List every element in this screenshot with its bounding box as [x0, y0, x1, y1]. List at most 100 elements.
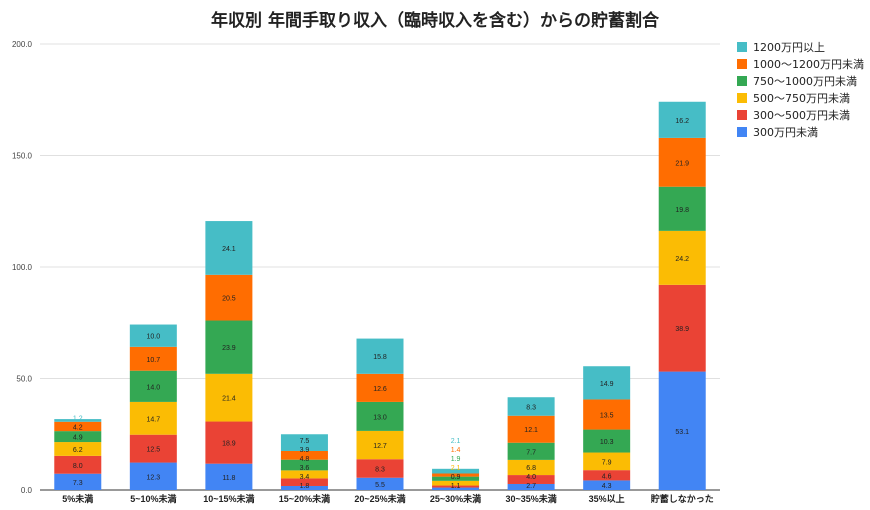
bar-segment: [280, 478, 328, 486]
bar-segment: [583, 366, 631, 400]
bar-segment: [205, 463, 253, 490]
bar-segment: [129, 462, 177, 490]
bar-segment: [507, 459, 555, 476]
bar-segment: [432, 468, 480, 474]
bar-segment: [54, 473, 102, 490]
data-label: 10.7: [147, 357, 161, 364]
y-tick-label: 150.0: [12, 152, 33, 161]
data-label: 8.3: [375, 466, 385, 473]
legend-swatch: [737, 75, 747, 86]
data-label: 5.5: [375, 482, 385, 489]
data-label: 4.8: [300, 456, 310, 463]
x-tick-label: 25~30%未満: [430, 493, 481, 504]
bar-segment: [280, 485, 328, 490]
data-label: 7.3: [73, 480, 83, 487]
bar-segment: [583, 399, 631, 430]
legend-label: 750〜1000万円未満: [753, 74, 857, 88]
bar-segment: [129, 346, 177, 371]
bar-segment: [583, 480, 631, 490]
bar-segment: [356, 401, 404, 431]
data-label: 7.9: [602, 459, 612, 466]
bar-segment: [507, 483, 555, 490]
bar-segment: [658, 284, 706, 372]
bar-segment: [658, 371, 706, 490]
bar-segment: [54, 421, 102, 432]
data-label: 7.5: [300, 438, 310, 445]
bar-segment: [54, 431, 102, 443]
bar-segment: [658, 230, 706, 285]
bar-segment: [54, 419, 102, 422]
data-label: 8.0: [73, 463, 83, 470]
data-label: 12.1: [524, 427, 538, 434]
legend-item: 750〜1000万円未満: [737, 72, 864, 89]
bar-segment: [129, 324, 177, 347]
bar-segment: [583, 470, 631, 481]
bar-segment: [658, 186, 706, 231]
legend-item: 1000〜1200万円未満: [737, 55, 864, 72]
data-label: 13.5: [600, 413, 614, 420]
data-label: 6.8: [526, 465, 536, 472]
data-label: 10.3: [600, 439, 614, 446]
x-tick-label: 35%以上: [589, 493, 625, 504]
data-label: 12.5: [147, 447, 161, 454]
x-tick-label: 5%未満: [62, 493, 93, 504]
bar-segment: [583, 429, 631, 453]
bar-segment: [432, 485, 480, 488]
bar-segment: [356, 459, 404, 478]
data-label: 4.6: [602, 473, 612, 480]
bar-segment: [129, 370, 177, 402]
bar-segment: [205, 373, 253, 422]
bar-segment: [280, 434, 328, 451]
data-label: 2.7: [526, 483, 536, 490]
data-label: 24.2: [675, 256, 689, 263]
data-label: 7.7: [526, 449, 536, 456]
data-label: 14.9: [600, 381, 614, 388]
y-tick-label: 200.0: [12, 40, 33, 49]
legend-label: 1200万円以上: [753, 40, 825, 54]
data-label: 1.1: [451, 483, 461, 490]
legend-label: 500〜750万円未満: [753, 91, 850, 105]
data-label: 8.3: [526, 404, 536, 411]
bar-segment: [54, 455, 102, 474]
bar-segment: [432, 473, 480, 477]
bar-segment: [280, 459, 328, 471]
bar-segment: [205, 320, 253, 374]
chart-title: 年収別 年間手取り収入（臨時収入を含む）からの貯蓄割合: [211, 11, 659, 31]
data-label: 11.8: [222, 475, 235, 482]
data-label: 4.3: [602, 483, 612, 490]
bar-segment: [583, 452, 631, 471]
data-label: 21.9: [675, 160, 689, 167]
legend-swatch: [737, 58, 747, 69]
data-label: 1.4: [451, 447, 461, 454]
data-label: 4.0: [526, 474, 536, 481]
y-tick-label: 50.0: [16, 375, 32, 384]
x-tick-label: 10~15%未満: [203, 493, 254, 504]
data-label: 1.8: [300, 483, 310, 490]
x-tick-label: 15~20%未満: [279, 493, 330, 504]
legend-item: 1200万円以上: [737, 38, 864, 55]
bar-segment: [205, 274, 253, 321]
bar-segment: [205, 421, 253, 464]
data-label: 21.4: [222, 396, 236, 403]
legend-swatch: [737, 109, 747, 120]
legend-swatch: [737, 41, 747, 52]
data-label: 12.3: [147, 474, 161, 481]
bar-segment: [507, 415, 555, 443]
legend-swatch: [737, 92, 747, 103]
bar-segment: [507, 442, 555, 460]
x-tick-label: 20~25%未満: [354, 493, 405, 504]
bar-segment: [54, 442, 102, 456]
data-label: 14.0: [147, 384, 161, 391]
data-label: 1.2: [73, 415, 83, 422]
x-tick-label: 5~10%未満: [130, 493, 176, 504]
legend-label: 300万円未満: [753, 125, 818, 139]
data-label: 23.9: [222, 345, 236, 352]
bar-segment: [432, 480, 480, 486]
data-label: 2.1: [451, 465, 461, 472]
legend-item: 300万円未満: [737, 123, 864, 140]
data-label: 3.6: [300, 465, 310, 472]
bar-segment: [129, 401, 177, 435]
bar-segment: [205, 221, 253, 275]
bar-segment: [507, 475, 555, 484]
